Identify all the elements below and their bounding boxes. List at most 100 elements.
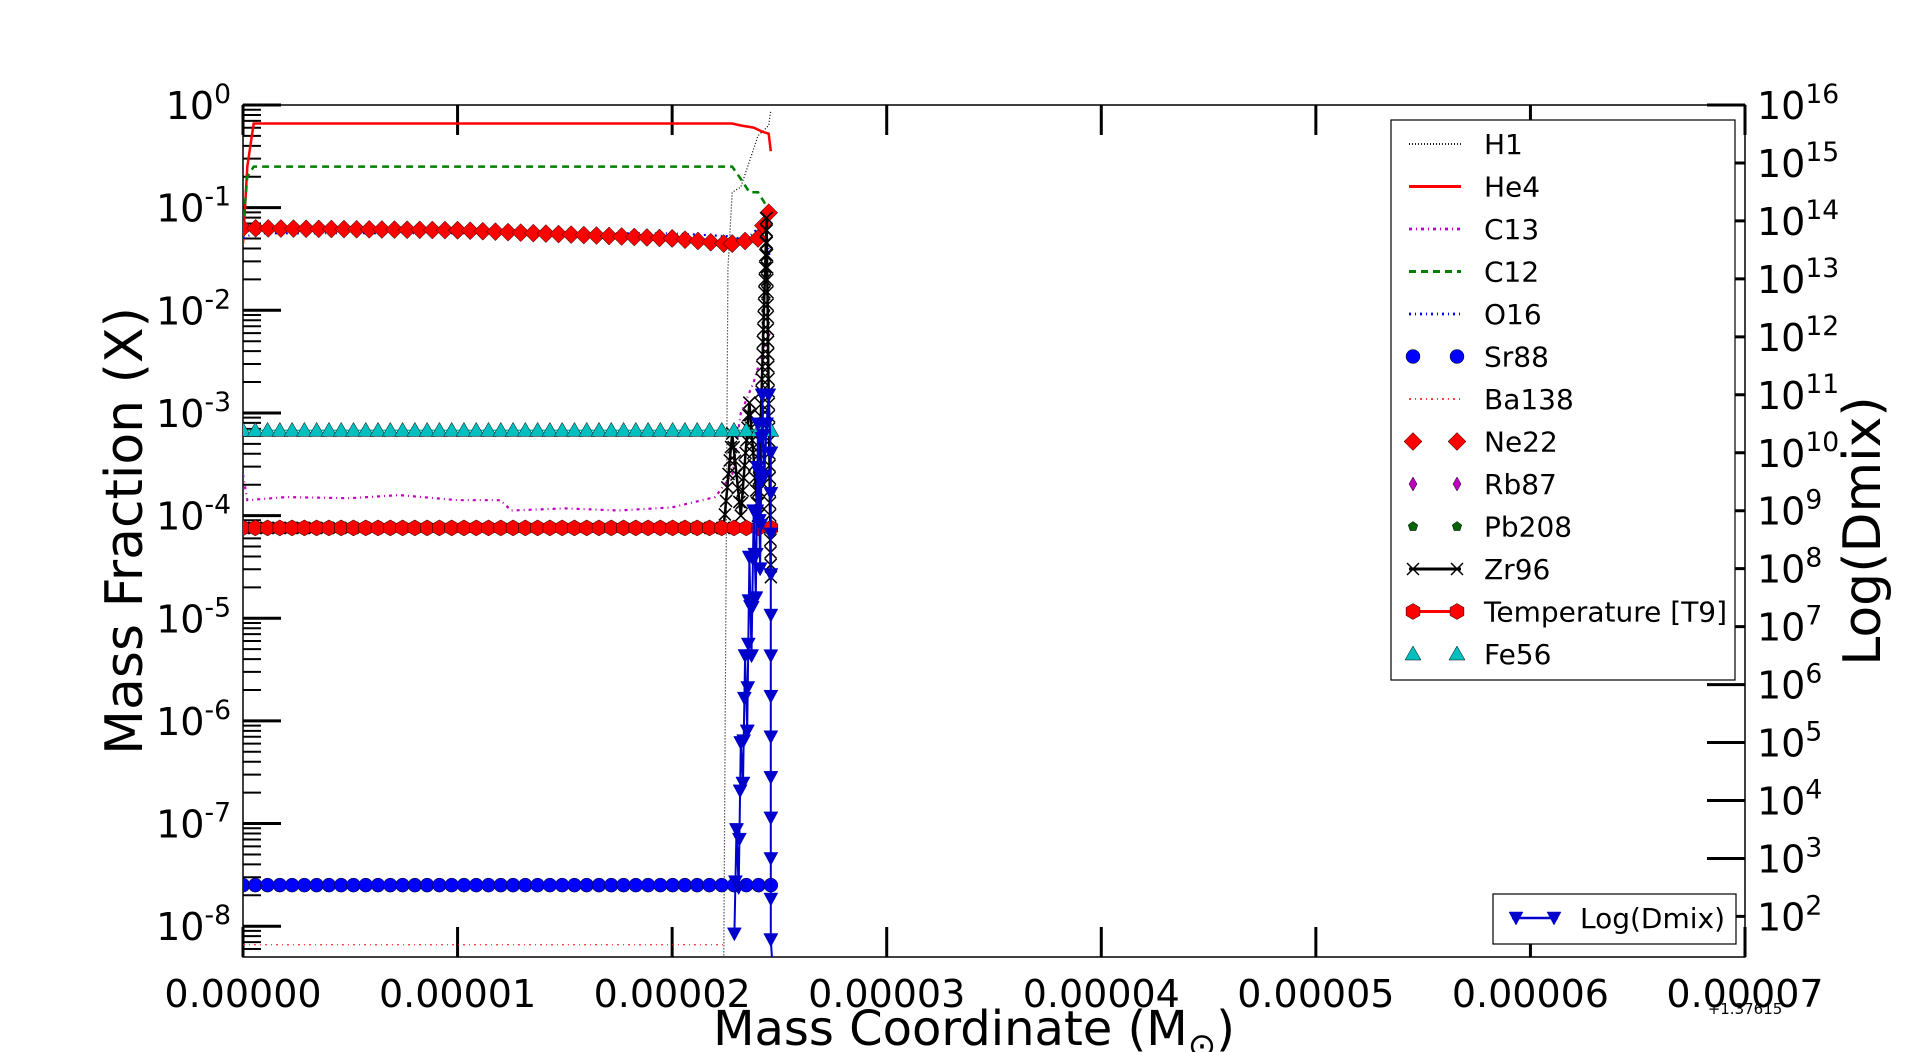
plot-area [243, 110, 780, 957]
legend-marker [1508, 911, 1524, 926]
data-point [753, 518, 769, 533]
data-point [486, 222, 505, 242]
data-point [435, 220, 455, 240]
data-point [395, 877, 410, 893]
data-point [332, 421, 350, 437]
data-point [505, 877, 521, 893]
data-point [530, 519, 545, 537]
legend-entry: Zr96 [1406, 553, 1550, 586]
data-point [737, 471, 751, 485]
data-point [757, 285, 771, 299]
data-point [432, 877, 447, 893]
data-point [735, 496, 749, 510]
legend-entry: Rb87 [1408, 468, 1557, 501]
y2-tick-label: 109 [1757, 485, 1822, 534]
x-axis-label: Mass Coordinate (M⊙) [713, 1001, 1235, 1052]
data-point [739, 519, 754, 537]
data-point [259, 421, 276, 437]
data-point [701, 421, 718, 437]
data-point [732, 495, 746, 509]
data-point [627, 421, 645, 437]
data-point [385, 220, 404, 239]
data-point [701, 232, 721, 252]
data-point [357, 421, 375, 437]
x-offset-label: +1.37615 [1708, 1000, 1783, 1018]
legend-marker [1447, 432, 1467, 451]
data-point [758, 260, 772, 275]
data-point [395, 519, 410, 537]
data-point [469, 519, 484, 537]
data-point [541, 421, 559, 437]
data-point [737, 421, 755, 437]
y-tick-label: 100 [166, 79, 231, 128]
data-point [587, 226, 606, 245]
data-point [591, 877, 607, 893]
legend-entry: Pb208 [1407, 511, 1572, 544]
data-point [760, 260, 774, 275]
series-temperature-t9- [243, 519, 779, 537]
data-point [418, 421, 436, 437]
legend-2: Log(Dmix) [1492, 893, 1737, 945]
data-point [295, 421, 313, 437]
data-point [309, 877, 324, 893]
data-point [574, 225, 594, 245]
data-point [481, 519, 496, 537]
data-point [744, 649, 759, 664]
data-point [624, 227, 644, 247]
data-point [549, 224, 568, 244]
data-point [725, 421, 743, 437]
y-tick-label: 10-4 [156, 490, 231, 539]
data-point [407, 519, 423, 537]
data-point [394, 421, 412, 437]
data-point [761, 372, 776, 386]
data-point [731, 832, 747, 847]
data-point [602, 421, 620, 437]
data-point [628, 519, 643, 537]
legend: H1 He4 C13 C12 O16 Sr88 Ba138 Ne22 Rb87 Pb208 Zr96… [1390, 119, 1736, 681]
data-point [763, 608, 779, 623]
data-point [729, 823, 744, 838]
legend-entry: Sr88 [1405, 341, 1549, 374]
data-point [518, 519, 533, 537]
data-point [758, 273, 772, 287]
data-point [719, 494, 733, 508]
data-point [653, 519, 668, 537]
legend-marker [1407, 521, 1419, 531]
series-line [243, 122, 773, 244]
y2-tick-label: 106 [1757, 659, 1822, 708]
data-point [359, 220, 379, 239]
data-point [258, 219, 278, 238]
data-point [604, 519, 619, 537]
data-point [504, 421, 522, 437]
data-point [763, 730, 779, 745]
legend-entry: He4 [1409, 171, 1540, 204]
data-point [567, 519, 582, 537]
data-point [749, 504, 765, 519]
data-point [763, 892, 779, 907]
data-point [759, 417, 774, 432]
data-point [246, 218, 265, 238]
data-point [492, 421, 510, 437]
legend-entry: Ba138 [1409, 383, 1574, 416]
data-point [677, 519, 693, 537]
y2-tick-label: 104 [1757, 775, 1822, 824]
data-point [346, 877, 361, 893]
legend-marker [1404, 645, 1422, 661]
data-point [616, 519, 631, 537]
data-point [468, 877, 484, 893]
data-point [406, 421, 424, 437]
legend-label: C12 [1484, 256, 1539, 289]
series-c13 [243, 330, 772, 512]
data-point [664, 421, 682, 437]
data-point [760, 223, 774, 237]
data-point [761, 310, 775, 324]
data-point [718, 507, 732, 521]
y2-tick-label: 1015 [1757, 137, 1839, 186]
data-point [599, 226, 619, 246]
data-point [518, 877, 533, 893]
data-point [714, 877, 729, 893]
data-point [456, 877, 472, 893]
data-point [493, 519, 508, 537]
data-point [260, 877, 275, 893]
